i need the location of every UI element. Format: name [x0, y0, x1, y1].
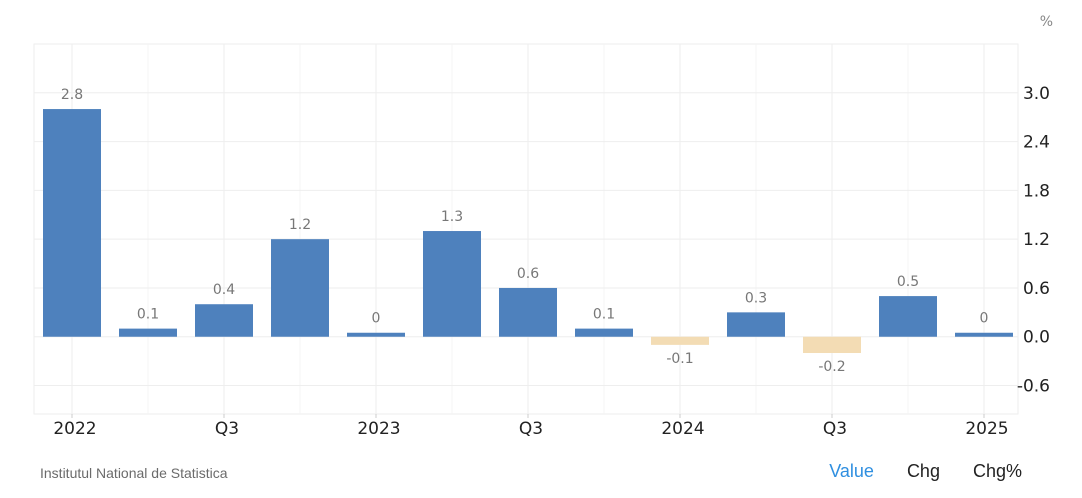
bar: [879, 296, 937, 337]
bar-value-label: 0.1: [137, 307, 159, 323]
x-tick-label: Q3: [519, 419, 543, 439]
bar: [43, 109, 101, 337]
tab-value[interactable]: Value: [829, 461, 874, 481]
y-unit-label: %: [1040, 14, 1053, 30]
bar: [195, 304, 253, 337]
x-tick-label: Q3: [823, 419, 847, 439]
tab-chg-percent[interactable]: Chg%: [972, 461, 1022, 481]
bar: [651, 336, 709, 345]
tab-chg[interactable]: Chg: [906, 461, 940, 481]
x-tick-label: 2025: [965, 419, 1008, 439]
bar: [955, 332, 1013, 337]
x-tick-label: Q3: [215, 419, 239, 439]
bar: [271, 239, 329, 337]
y-tick-label: 1.2: [1023, 230, 1050, 250]
bar-value-label: -0.1: [666, 351, 693, 367]
x-tick-label: 2022: [53, 419, 96, 439]
chart-footer: Institutul National de Statistica Value …: [0, 458, 1082, 488]
bar-value-label: 0.1: [593, 307, 615, 323]
x-tick-label: 2023: [357, 419, 400, 439]
bar: [803, 336, 861, 354]
y-tick-label: 0.6: [1023, 279, 1050, 299]
bar: [347, 332, 405, 337]
y-tick-label: 3.0: [1023, 84, 1050, 104]
bar-value-label: 0.5: [897, 274, 919, 290]
bar: [119, 328, 177, 337]
bar-value-label: 0.3: [745, 290, 767, 306]
y-tick-label: 2.4: [1023, 133, 1050, 153]
bar-chart: 3.0 2.4 1.8 1.2 0.6 0.0 -0.6% 2.8 0.1 0.4 1.2 0 1.3 0…: [33, 14, 1053, 439]
y-tick-label: -0.6: [1017, 377, 1050, 397]
source-label: Institutul National de Statistica: [40, 465, 228, 481]
bar: [499, 287, 557, 337]
bar: [727, 312, 785, 337]
y-tick-label: 0.0: [1023, 328, 1050, 348]
plot-frame: [33, 43, 1019, 415]
bar: [423, 231, 481, 337]
bar-value-label: -0.2: [818, 359, 845, 375]
view-tabs: Value Chg Chg%: [796, 461, 1022, 482]
bar-value-label: 0.4: [213, 282, 235, 298]
x-tick-label: 2024: [661, 419, 704, 439]
bar-value-label: 0.6: [517, 266, 539, 282]
bar-value-label: 1.3: [441, 209, 463, 225]
bar-value-label: 0: [980, 311, 989, 327]
bar-value-label: 1.2: [289, 217, 311, 233]
bar-value-label: 0: [372, 311, 381, 327]
bar: [575, 328, 633, 337]
y-tick-label: 1.8: [1023, 181, 1050, 201]
bar-value-label: 2.8: [61, 87, 83, 103]
